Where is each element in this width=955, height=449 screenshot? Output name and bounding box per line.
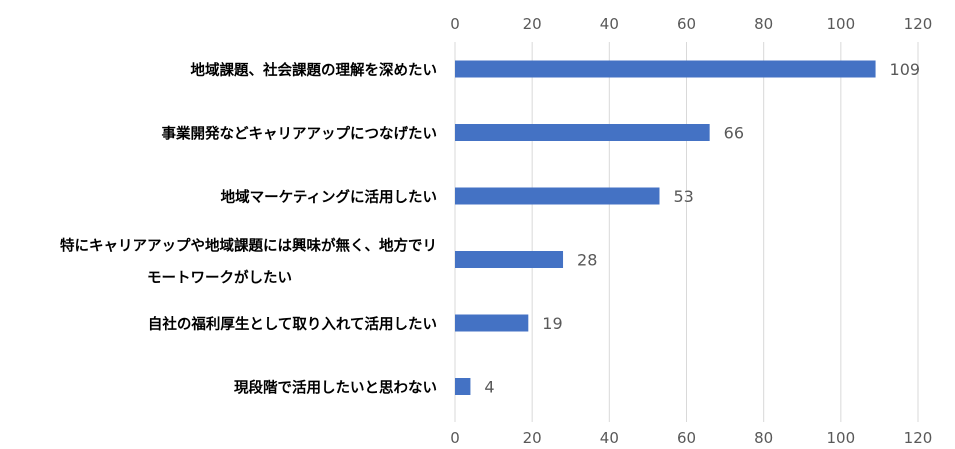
category-labels: 地域課題、社会課題の理解を深めたい事業開発などキャリアアップにつなげたい地域マー… xyxy=(60,61,437,397)
data-labels: 109 66 53 28 19 4 xyxy=(484,60,920,397)
category-label: 事業開発などキャリアアップにつなげたい xyxy=(162,125,438,143)
x-tick-label-top: 40 xyxy=(600,15,619,33)
x-tick-label-bottom: 80 xyxy=(754,429,773,447)
bar xyxy=(455,314,529,332)
bar xyxy=(455,60,876,78)
bar xyxy=(455,124,710,141)
bar xyxy=(455,187,660,205)
x-axis-ticks: 0 0 20 20 40 40 60 60 80 80 100 100 120 120 xyxy=(450,15,932,447)
x-tick-label-top: 80 xyxy=(754,15,773,33)
category-label: 特にキャリアアップや地域課題には興味が無く、地方でリ xyxy=(60,237,437,255)
category-label: 自社の福利厚生として取り入れて活用したい xyxy=(148,315,437,333)
x-tick-label-bottom: 40 xyxy=(600,429,619,447)
data-label: 19 xyxy=(542,314,562,333)
x-tick-label-top: 60 xyxy=(677,15,696,33)
bar xyxy=(455,378,471,395)
bar xyxy=(455,251,564,268)
x-tick-label-bottom: 60 xyxy=(677,429,696,447)
x-tick-label-bottom: 0 xyxy=(450,429,460,447)
data-label: 53 xyxy=(673,187,693,206)
x-tick-label-bottom: 120 xyxy=(904,429,933,447)
x-tick-label-top: 100 xyxy=(827,15,856,33)
data-label: 4 xyxy=(484,378,494,397)
category-label: 地域課題、社会課題の理解を深めたい xyxy=(191,61,438,79)
data-label: 109 xyxy=(890,60,921,79)
x-tick-label-top: 20 xyxy=(523,15,542,33)
x-tick-label-bottom: 100 xyxy=(827,429,856,447)
category-label: モートワークがしたい xyxy=(147,269,292,287)
gridlines xyxy=(454,42,919,422)
bars xyxy=(455,60,876,395)
x-tick-label-bottom: 20 xyxy=(523,429,542,447)
x-tick-label-top: 120 xyxy=(904,15,933,33)
x-tick-label-top: 0 xyxy=(450,15,460,33)
category-label: 現段階で活用したいと思わない xyxy=(234,379,437,397)
category-label: 地域マーケティングに活用したい xyxy=(221,188,437,206)
data-label: 28 xyxy=(577,251,597,270)
data-label: 66 xyxy=(724,124,744,143)
